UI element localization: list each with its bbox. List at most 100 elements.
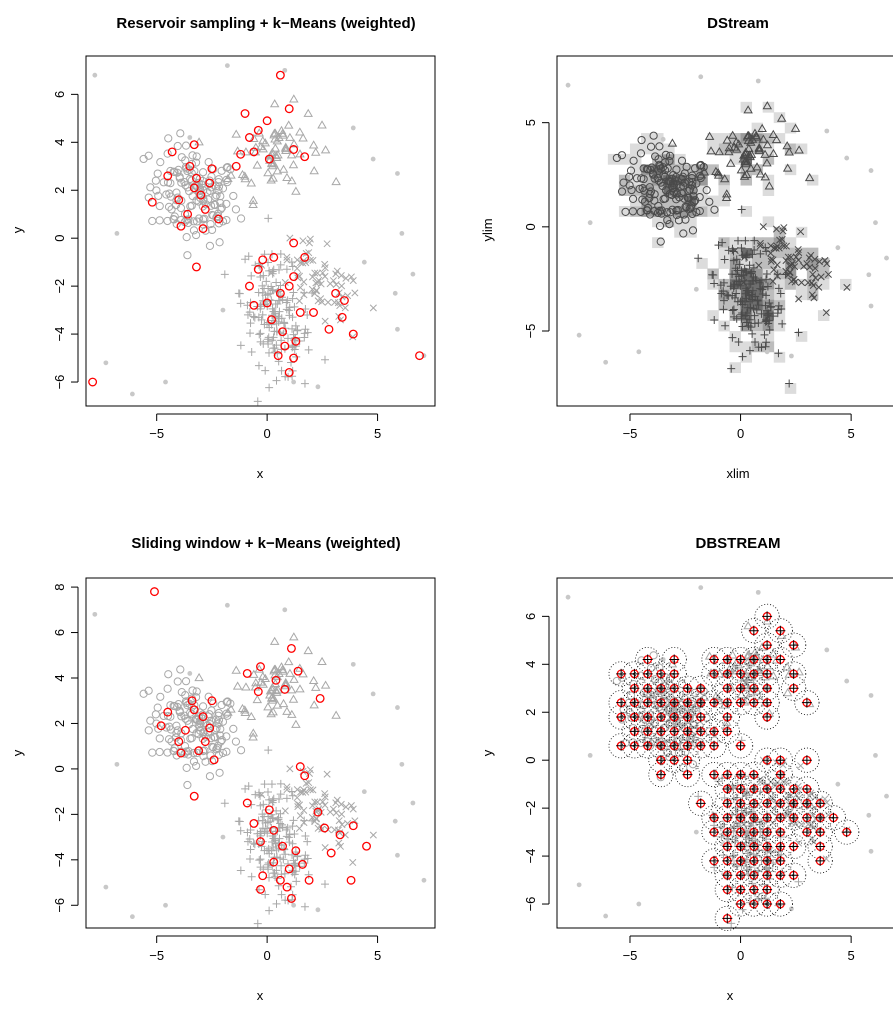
micro-cluster-cross (629, 697, 640, 708)
grid-cell (740, 164, 753, 176)
data-point-plus (269, 794, 278, 803)
micro-cluster-cross (669, 712, 680, 723)
data-point-circle (139, 689, 148, 698)
data-point-circle (637, 174, 646, 183)
data-point-triangle (260, 673, 271, 683)
data-point-cross (780, 224, 788, 232)
data-point-cross (797, 762, 805, 770)
data-point-noise (587, 752, 593, 758)
data-point-cross (809, 270, 817, 278)
micro-cluster-cross (815, 812, 826, 823)
data-point-noise (129, 391, 135, 397)
data-point-circle (154, 191, 163, 200)
cluster-center-marker (189, 183, 199, 193)
data-point-triangle (782, 163, 793, 172)
data-point-circle (164, 134, 173, 143)
data-point-circle (152, 719, 161, 728)
data-point-plus (264, 333, 273, 342)
grid-cell (652, 216, 664, 228)
data-point-cross (286, 765, 294, 773)
micro-cluster-cross (762, 855, 773, 866)
data-point-plus (280, 319, 289, 328)
data-point-circle (216, 725, 225, 734)
panel-4-micro-clusters (608, 603, 860, 931)
micro-cluster-cross (775, 798, 786, 809)
cluster-center-marker (156, 721, 166, 731)
data-point-cross (321, 317, 329, 325)
cluster-center-marker (293, 666, 303, 676)
data-point-cross (295, 824, 303, 832)
y-tick-label: −5 (523, 324, 538, 339)
data-point-triangle (760, 172, 771, 181)
data-point-plus (748, 329, 757, 338)
grid-cell (618, 153, 631, 165)
data-point-circle (632, 700, 642, 709)
x-tick-label: 5 (848, 948, 855, 963)
micro-cluster-cross (748, 899, 759, 910)
micro-cluster-cross (775, 841, 786, 852)
data-point-noise (693, 286, 699, 292)
data-point-triangle (267, 147, 278, 156)
grid-cell (740, 206, 753, 217)
data-point-noise (187, 671, 193, 676)
data-point-circle (231, 737, 241, 746)
micro-cluster-cross (709, 827, 720, 838)
grid-cell (718, 299, 730, 311)
y-tick-label: −6 (52, 375, 67, 390)
data-point-circle (173, 168, 182, 177)
data-point-triangle (268, 693, 279, 702)
data-point-circle (192, 217, 202, 226)
grid-cell (696, 258, 708, 269)
data-point-circle (688, 760, 698, 769)
data-point-triangle (754, 142, 764, 152)
data-point-plus (758, 289, 767, 298)
data-point-circle (198, 168, 208, 177)
data-point-triangle (246, 178, 257, 187)
data-point-triangle (252, 160, 263, 169)
cluster-center-marker (315, 694, 325, 703)
data-point-cross (772, 225, 781, 233)
micro-cluster-cross (642, 668, 653, 679)
data-point-plus (758, 833, 767, 842)
panel-dstream: DStream −5 0 5 −5 0 5 xlim ylim (480, 15, 893, 481)
data-point-circle (657, 209, 666, 218)
data-point-plus (757, 818, 766, 827)
micro-cluster-cross (748, 654, 759, 665)
data-point-circle (218, 184, 228, 193)
grid-cell (729, 258, 741, 269)
cluster-center-marker (209, 755, 219, 765)
data-point-circle (218, 748, 228, 758)
data-point-triangle (742, 132, 753, 141)
data-point-triangle (280, 143, 291, 153)
data-point-triangle (278, 130, 288, 139)
data-point-cross (788, 259, 796, 267)
data-point-triangle (278, 164, 289, 173)
grid-cell (707, 164, 719, 176)
data-point-cross (311, 269, 319, 277)
data-point-plus (256, 337, 265, 346)
data-point-plus (277, 336, 286, 345)
data-point-plus (745, 280, 754, 289)
data-point-triangle (269, 636, 280, 645)
data-point-circle (666, 208, 675, 217)
data-point-circle (635, 184, 644, 193)
data-point-noise (660, 136, 666, 142)
data-point-noise (789, 906, 794, 912)
micro-cluster-cross (762, 611, 773, 622)
data-point-cross (822, 309, 830, 317)
grid-cell (784, 258, 797, 269)
micro-cluster-cross (748, 697, 759, 708)
data-point-triangle (268, 707, 278, 716)
data-point-circle (176, 665, 185, 674)
y-tick-label: 4 (52, 139, 67, 146)
data-point-circle (617, 151, 627, 160)
data-point-circle (626, 166, 636, 175)
data-point-triangle (298, 133, 308, 142)
panel-reservoir: Reservoir sampling + k−Means (weighted) … (10, 15, 436, 481)
micro-cluster-cross (801, 697, 812, 708)
data-point-circle (205, 241, 215, 250)
micro-cluster-radius (781, 632, 807, 658)
panel-2-ylabel: ylim (480, 218, 495, 241)
panel-3-cluster-centers (150, 587, 371, 903)
data-point-cross (295, 297, 303, 305)
